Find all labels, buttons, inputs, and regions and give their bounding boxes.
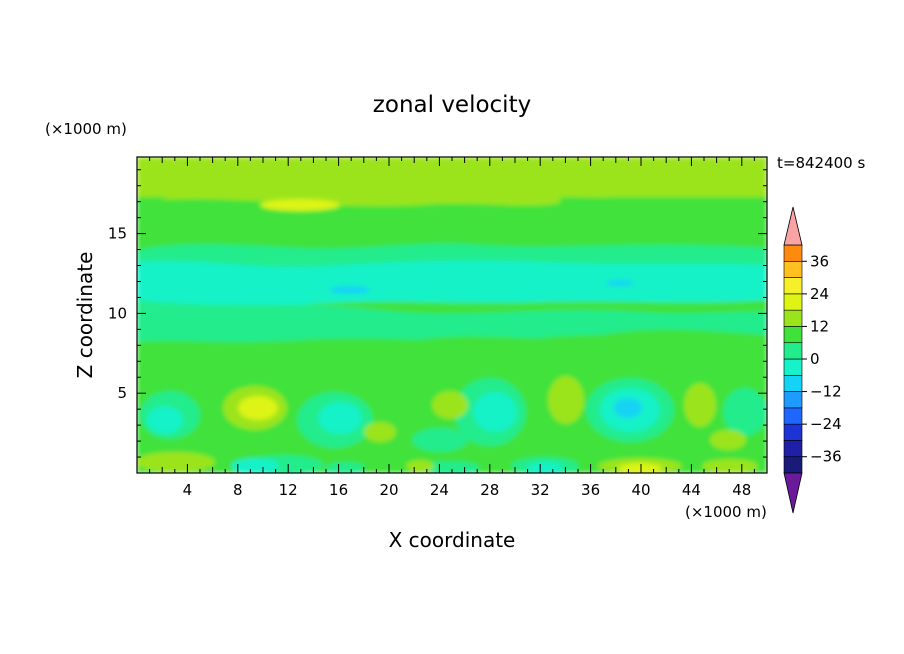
colorbar: 36 24 12 0 −12 −24 −36 (783, 206, 842, 514)
x-tick-label: 40 (631, 481, 650, 499)
colorbar-tick-label: −36 (810, 448, 842, 466)
colorbar-swatch (783, 358, 803, 376)
chart-title: zonal velocity (373, 92, 531, 118)
velocity-field (137, 157, 767, 473)
colorbar-tick-label: 0 (810, 350, 820, 368)
colorbar-swatch (783, 342, 803, 360)
colorbar-tick-label: 36 (810, 252, 829, 270)
y-tick-label: 10 (108, 304, 127, 322)
colorbar-swatch (783, 244, 803, 262)
x-tick-label: 48 (732, 481, 751, 499)
x-tick-label: 4 (183, 481, 193, 499)
y-axis-label: Z coordinate (73, 252, 97, 379)
y-axis-ticks: 5 10 15 (108, 169, 767, 458)
x-axis-ticks: 4 8 12 16 20 24 28 32 36 40 44 48 (149, 157, 755, 499)
y-tick-label: 15 (108, 225, 127, 243)
x-tick-label: 28 (480, 481, 499, 499)
colorbar-tick-label: 12 (810, 317, 829, 335)
colorbar-swatch (783, 407, 803, 425)
x-tick-label: 20 (379, 481, 398, 499)
x-tick-label: 12 (279, 481, 298, 499)
x-tick-label: 24 (430, 481, 449, 499)
x-tick-label: 16 (329, 481, 348, 499)
colorbar-swatch (783, 456, 803, 474)
x-tick-label: 32 (531, 481, 550, 499)
x-axis-label: X coordinate (389, 528, 516, 552)
colorbar-swatch (783, 326, 803, 344)
colorbar-swatch (783, 309, 803, 327)
colorbar-min-extension (783, 472, 803, 514)
time-label: t=842400 s (777, 154, 865, 172)
colorbar-swatch (783, 293, 803, 311)
x-unit-label: (×1000 m) (685, 503, 767, 521)
y-unit-label: (×1000 m) (45, 120, 127, 138)
colorbar-swatch (783, 440, 803, 458)
colorbar-tick-label: −24 (810, 415, 842, 433)
x-tick-label: 36 (581, 481, 600, 499)
x-tick-label: 8 (233, 481, 243, 499)
colorbar-max-extension (783, 206, 803, 246)
y-tick-label: 5 (117, 384, 127, 402)
colorbar-swatch (783, 277, 803, 295)
colorbar-swatch (783, 423, 803, 441)
colorbar-swatch (783, 374, 803, 392)
x-tick-label: 44 (682, 481, 701, 499)
colorbar-swatch (783, 391, 803, 409)
colorbar-tick-label: 24 (810, 285, 829, 303)
colorbar-tick-label: −12 (810, 383, 842, 401)
colorbar-swatch (783, 260, 803, 278)
